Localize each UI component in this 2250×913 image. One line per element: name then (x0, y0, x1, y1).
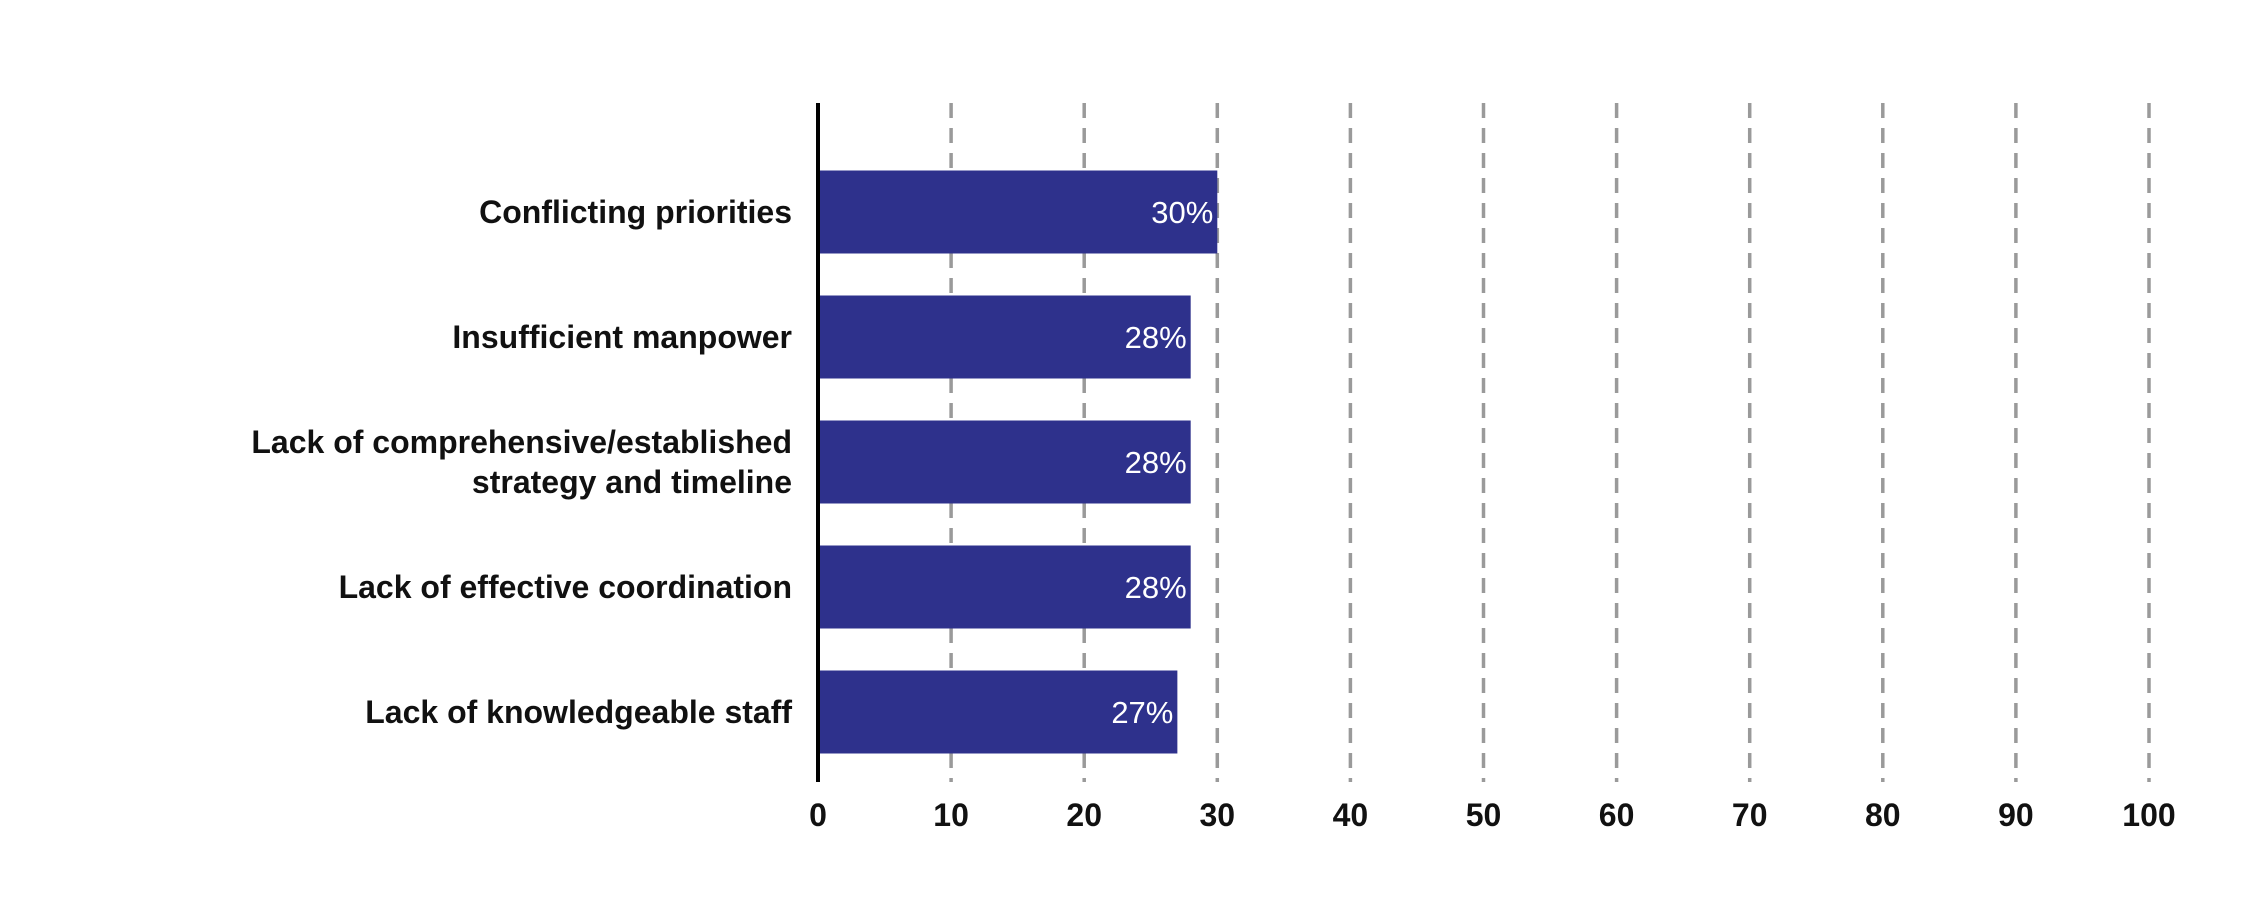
x-tick-labels: 0 10 20 30 40 50 60 70 80 90 100 (809, 797, 2176, 833)
category-labels: Conflicting priorities Insufficient manpo… (251, 194, 792, 730)
bar-4 (818, 545, 1191, 629)
category-label-4: Lack of effective coordination (339, 569, 792, 605)
x-tick-label-50: 50 (1466, 797, 1502, 833)
bar-value-label-2: 28% (1125, 320, 1187, 355)
bars: 30% 28% 28% 28% 27% (818, 170, 1218, 754)
x-tick-label-100: 100 (2122, 797, 2175, 833)
x-tick-label-70: 70 (1732, 797, 1768, 833)
bar-value-label-1: 30% (1151, 195, 1213, 230)
category-label-5: Lack of knowledgeable staff (365, 694, 792, 730)
x-tick-label-10: 10 (933, 797, 969, 833)
x-tick-label-60: 60 (1599, 797, 1635, 833)
category-label-1: Conflicting priorities (479, 194, 792, 230)
bar-2 (818, 295, 1191, 379)
x-tick-label-40: 40 (1333, 797, 1369, 833)
category-label-3-line-1: Lack of comprehensive/established (251, 424, 792, 460)
category-label-1-line-1: Conflicting priorities (479, 194, 792, 230)
x-tick-label-90: 90 (1998, 797, 2034, 833)
bar-value-label-4: 28% (1125, 570, 1187, 605)
category-label-4-line-1: Lack of effective coordination (339, 569, 792, 605)
category-label-2-line-1: Insufficient manpower (452, 319, 792, 355)
bar-value-label-3: 28% (1125, 445, 1187, 480)
bar-3 (818, 420, 1191, 504)
x-tick-label-80: 80 (1865, 797, 1901, 833)
x-tick-label-30: 30 (1200, 797, 1236, 833)
category-label-3: Lack of comprehensive/established strateg… (251, 424, 792, 500)
bar-value-label-5: 27% (1111, 695, 1173, 730)
category-label-3-line-2: strategy and timeline (472, 464, 792, 500)
bar-5 (818, 670, 1178, 754)
category-label-5-line-1: Lack of knowledgeable staff (365, 694, 792, 730)
category-label-2: Insufficient manpower (452, 319, 792, 355)
bar-1 (818, 170, 1218, 254)
x-tick-label-20: 20 (1066, 797, 1102, 833)
x-tick-label-0: 0 (809, 797, 827, 833)
